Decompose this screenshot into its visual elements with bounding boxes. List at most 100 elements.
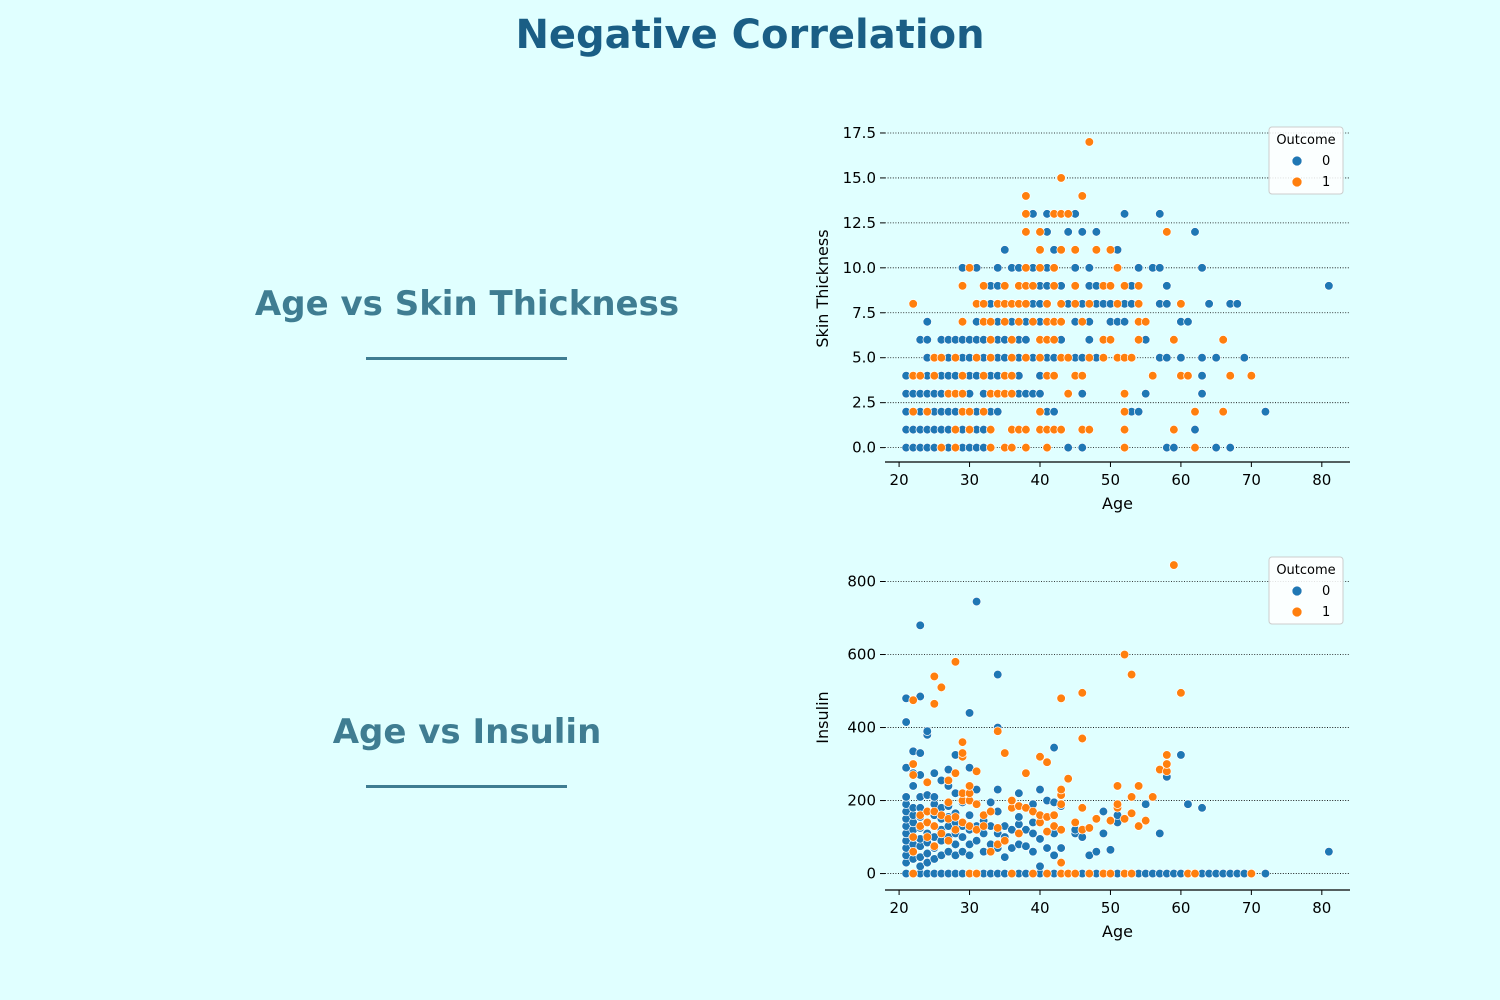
- x-tick-label: 30: [960, 899, 979, 917]
- data-point: [1021, 353, 1031, 363]
- data-point: [908, 299, 918, 309]
- data-point: [1105, 245, 1116, 255]
- data-point: [1021, 227, 1031, 237]
- data-point: [986, 806, 996, 817]
- data-point: [1084, 868, 1094, 879]
- x-axis-label: Age: [1102, 494, 1133, 513]
- data-point: [1077, 227, 1087, 237]
- data-point: [922, 317, 932, 327]
- data-point: [922, 335, 932, 345]
- data-point: [978, 371, 989, 381]
- data-point: [1042, 757, 1052, 767]
- data-point: [1077, 191, 1087, 201]
- series-outcome-0: [901, 209, 1334, 453]
- data-point: [1126, 353, 1137, 363]
- data-point: [1133, 781, 1144, 791]
- data-point: [1021, 191, 1031, 201]
- data-point: [950, 768, 961, 778]
- series-outcome-0: [901, 596, 1334, 879]
- data-point: [908, 781, 918, 791]
- data-point: [1105, 868, 1116, 879]
- data-point: [1112, 263, 1123, 273]
- data-point: [1021, 768, 1031, 778]
- data-point: [1000, 317, 1010, 327]
- legend-label: 1: [1322, 175, 1330, 190]
- data-point: [1141, 389, 1151, 399]
- data-point: [936, 828, 947, 839]
- data-point: [993, 823, 1003, 833]
- data-point: [1035, 752, 1045, 762]
- data-point: [929, 821, 939, 831]
- data-point: [957, 389, 968, 399]
- data-point: [1169, 560, 1179, 570]
- data-point: [1190, 227, 1200, 237]
- data-point: [957, 832, 968, 842]
- x-tick-label: 60: [1171, 899, 1190, 917]
- data-point: [986, 317, 996, 327]
- x-tick-label: 20: [890, 471, 909, 489]
- data-point: [901, 717, 911, 727]
- data-point: [1183, 317, 1193, 327]
- data-point: [1049, 850, 1059, 860]
- legend-marker: [1291, 606, 1303, 618]
- data-point: [950, 825, 961, 835]
- series-outcome-1: [908, 137, 1257, 453]
- data-point: [1133, 407, 1144, 417]
- data-point: [1056, 299, 1066, 309]
- data-point: [1042, 868, 1052, 879]
- data-point: [915, 748, 925, 758]
- data-point: [986, 335, 996, 345]
- data-point: [922, 848, 932, 859]
- data-point: [1119, 814, 1130, 824]
- data-point: [922, 407, 932, 417]
- data-point: [1007, 868, 1017, 879]
- data-point: [1077, 317, 1087, 327]
- data-point: [1028, 868, 1038, 879]
- data-point: [1049, 281, 1059, 291]
- data-point: [1035, 834, 1045, 844]
- data-point: [936, 442, 947, 453]
- legend-box: [1268, 126, 1344, 195]
- data-point: [971, 836, 982, 846]
- y-tick-label: 200: [847, 792, 876, 810]
- x-tick-label: 60: [1171, 471, 1190, 489]
- data-point: [978, 281, 989, 291]
- data-point: [1218, 335, 1228, 345]
- data-point: [1035, 227, 1045, 237]
- data-point: [1035, 353, 1045, 363]
- data-point: [993, 784, 1003, 795]
- data-point: [1126, 808, 1137, 818]
- data-point: [1190, 442, 1200, 453]
- data-point: [1133, 281, 1144, 291]
- data-point: [922, 777, 932, 787]
- data-point: [908, 868, 918, 879]
- data-point: [1126, 868, 1137, 879]
- data-point: [943, 775, 954, 786]
- data-point: [1000, 748, 1010, 758]
- data-point: [1225, 371, 1235, 381]
- data-point: [1049, 407, 1059, 417]
- data-point: [1014, 828, 1024, 839]
- y-tick-label: 10.0: [843, 259, 876, 277]
- y-tick-label: 7.5: [852, 304, 876, 322]
- data-point: [1105, 281, 1116, 291]
- data-point: [957, 317, 968, 327]
- data-point: [1056, 424, 1066, 435]
- data-point: [1021, 424, 1031, 435]
- data-point: [1239, 353, 1249, 363]
- data-point: [1035, 389, 1045, 399]
- data-point: [1141, 815, 1151, 826]
- x-tick-label: 70: [1242, 899, 1261, 917]
- legend: Outcome 0 1: [1268, 556, 1344, 625]
- data-point: [971, 799, 982, 809]
- data-point: [1028, 847, 1038, 857]
- x-tick-label: 70: [1242, 471, 1261, 489]
- data-point: [1007, 335, 1017, 345]
- data-point: [1007, 389, 1017, 399]
- data-point: [929, 841, 939, 851]
- y-axis-label: Skin Thickness: [813, 229, 832, 347]
- data-point: [1049, 335, 1059, 345]
- data-point: [1119, 281, 1130, 291]
- data-point: [1035, 784, 1045, 795]
- data-point: [964, 810, 975, 820]
